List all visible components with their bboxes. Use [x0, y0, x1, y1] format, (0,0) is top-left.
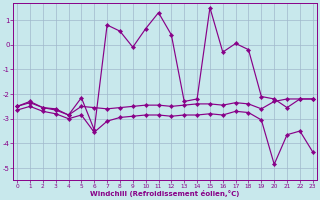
X-axis label: Windchill (Refroidissement éolien,°C): Windchill (Refroidissement éolien,°C) [90, 190, 240, 197]
